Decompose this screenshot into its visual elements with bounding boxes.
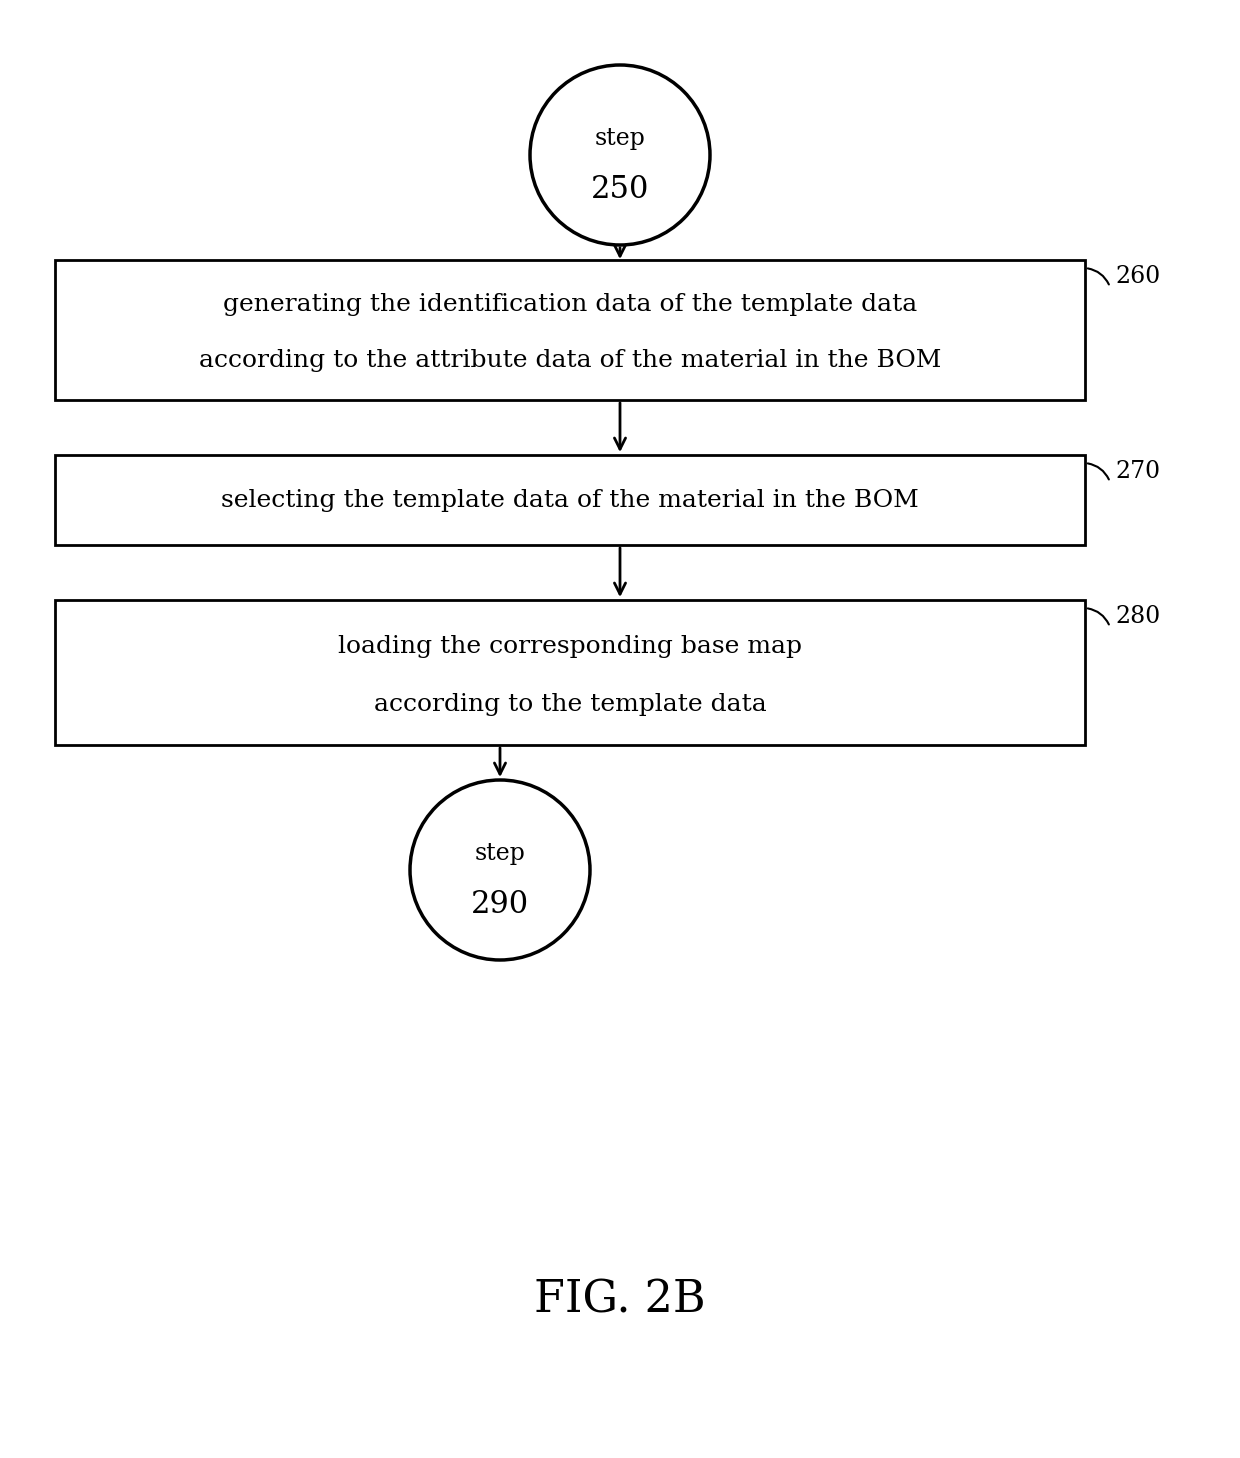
Text: 250: 250 [590, 174, 650, 204]
Ellipse shape [529, 66, 711, 245]
Text: step: step [475, 843, 526, 865]
Text: 260: 260 [1115, 265, 1161, 289]
Text: 270: 270 [1115, 461, 1161, 483]
Ellipse shape [410, 780, 590, 959]
Bar [55, 601, 1085, 745]
Text: FIG. 2B: FIG. 2B [534, 1279, 706, 1321]
Text: step: step [594, 127, 646, 150]
Text: according to the attribute data of the material in the BOM: according to the attribute data of the m… [198, 350, 941, 372]
Text: selecting the template data of the material in the BOM: selecting the template data of the mater… [221, 488, 919, 512]
Bar [55, 455, 1085, 545]
Text: according to the template data: according to the template data [373, 693, 766, 716]
Text: 280: 280 [1115, 605, 1161, 628]
Text: generating the identification data of the template data: generating the identification data of th… [223, 293, 918, 316]
Text: loading the corresponding base map: loading the corresponding base map [339, 634, 802, 658]
Bar [55, 260, 1085, 399]
Text: 290: 290 [471, 889, 529, 920]
